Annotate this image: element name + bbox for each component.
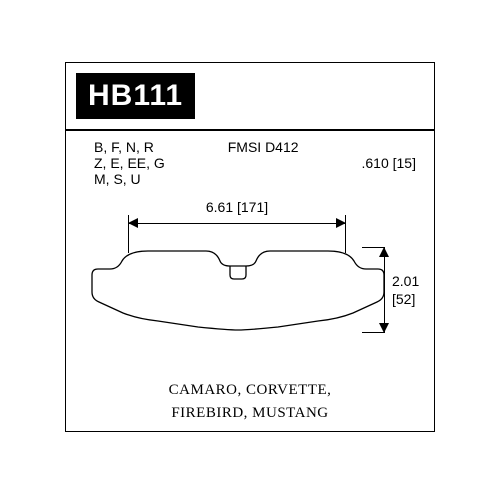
specs-row: B, F, N, R Z, E, EE, G M, S, U FMSI D412… [66, 131, 434, 187]
pad-body-path [92, 251, 384, 330]
width-label: 6.61 [171] [128, 199, 346, 215]
applications: CAMARO, CORVETTE, FIREBIRD, MUSTANG [66, 379, 434, 424]
part-number-bar: HB111 [76, 73, 195, 119]
applications-line-1: CAMARO, CORVETTE, [66, 379, 434, 402]
pad-diagram: 6.61 [171] 2.01 [52] [66, 197, 434, 377]
arrow-left-icon [128, 218, 138, 228]
thickness-spec: .610 [15] [361, 139, 416, 187]
pad-notch-path [230, 266, 246, 279]
arrow-down-icon [379, 323, 389, 333]
arrow-up-icon [379, 247, 389, 257]
height-label: 2.01 [52] [392, 273, 419, 308]
compound-codes: B, F, N, R Z, E, EE, G M, S, U [94, 139, 165, 187]
fmsi-code: FMSI D412 [228, 139, 299, 187]
width-dimension: 6.61 [171] [128, 203, 346, 237]
height-dimension: 2.01 [52] [384, 247, 428, 333]
spec-card: HB111 B, F, N, R Z, E, EE, G M, S, U FMS… [65, 62, 435, 432]
part-number: HB111 [88, 79, 183, 112]
arrow-right-icon [336, 218, 346, 228]
brake-pad-outline [88, 247, 388, 332]
applications-line-2: FIREBIRD, MUSTANG [66, 402, 434, 425]
